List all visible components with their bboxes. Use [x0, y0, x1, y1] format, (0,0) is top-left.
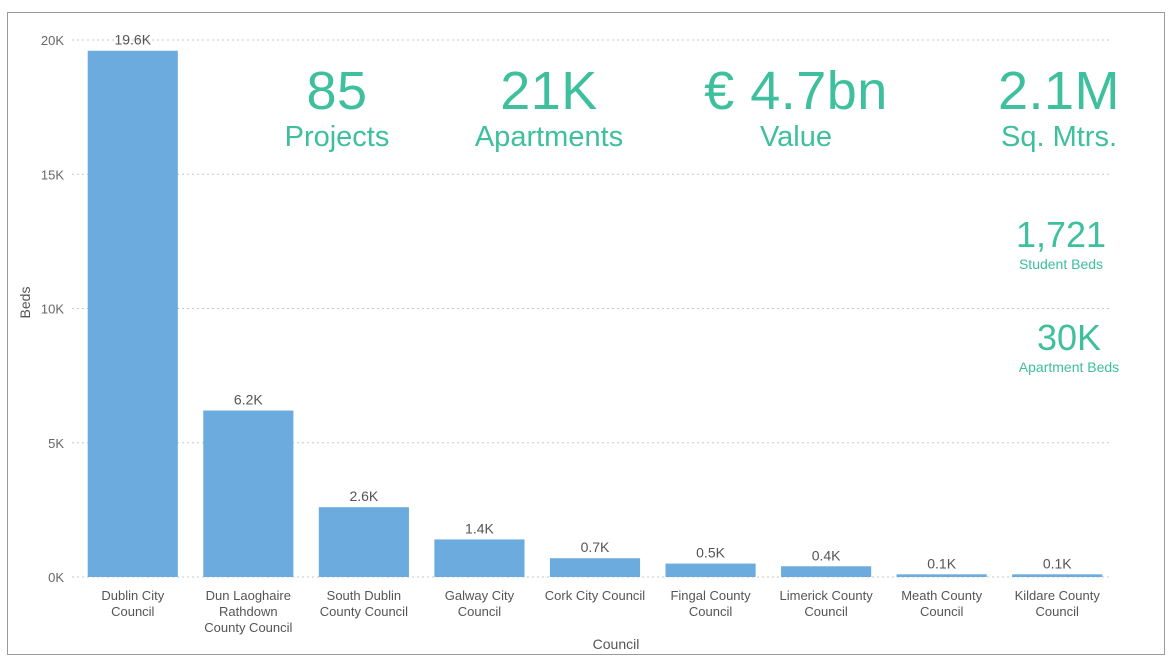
category-label: Dun Laoghaire	[206, 588, 291, 603]
y-tick-label: 10K	[41, 302, 64, 317]
y-tick-label: 20K	[41, 33, 64, 48]
category-label: Council	[458, 604, 501, 619]
category-label: County Council	[204, 620, 292, 635]
data-label: 1.4K	[465, 520, 494, 536]
bar	[203, 410, 294, 577]
kpi-small-value: 30K	[1036, 317, 1102, 358]
bar	[665, 563, 756, 577]
kpi-value: 21K	[500, 61, 598, 121]
data-label: 19.6K	[114, 32, 151, 48]
kpi-card: 2.1M Sq. Mtrs.	[939, 62, 1174, 154]
kpi-small-label: Apartment Beds	[1018, 359, 1120, 375]
category-label: Rathdown	[219, 604, 278, 619]
y-axis-title: Beds	[17, 287, 33, 319]
category-label: Fingal County	[670, 588, 751, 603]
kpi-card: € 4.7bn Value	[676, 62, 916, 154]
data-label: 6.2K	[234, 392, 263, 408]
category-label: Cork City Council	[545, 588, 646, 603]
kpi-value: 85	[306, 61, 368, 121]
kpi-small-card: 30K Apartment Beds	[989, 318, 1149, 376]
data-label: 0.4K	[812, 547, 841, 563]
category-label: Council	[1036, 604, 1079, 619]
kpi-value: € 4.7bn	[704, 61, 888, 121]
kpi-small-label: Student Beds	[1018, 256, 1104, 272]
x-axis-title: Council	[593, 636, 640, 652]
category-label: Kildare County	[1015, 588, 1101, 603]
kpi-label: Value	[759, 121, 833, 153]
bar	[896, 574, 987, 577]
y-tick-label: 0K	[48, 570, 64, 585]
category-label: Council	[804, 604, 847, 619]
bar	[781, 566, 872, 577]
category-label: Dublin City	[101, 588, 164, 603]
data-label: 0.7K	[581, 539, 610, 555]
bar	[87, 50, 178, 578]
bar	[318, 507, 409, 577]
category-label: County Council	[320, 604, 408, 619]
data-label: 2.6K	[349, 488, 378, 504]
kpi-card: 21K Apartments	[429, 62, 669, 154]
category-label: Galway City	[445, 588, 515, 603]
chart-frame	[7, 12, 1165, 655]
kpi-small-card: 1,721 Student Beds	[981, 215, 1141, 273]
kpi-card: 85 Projects	[217, 62, 457, 154]
category-label: South Dublin	[327, 588, 401, 603]
bar	[434, 539, 525, 577]
bar	[1012, 574, 1103, 577]
kpi-value: 2.1M	[997, 61, 1121, 121]
category-label: Council	[111, 604, 154, 619]
kpi-label: Apartments	[474, 121, 624, 153]
kpi-small-value: 1,721	[1015, 214, 1107, 255]
category-label: Limerick County	[780, 588, 874, 603]
category-label: Council	[920, 604, 963, 619]
kpi-label: Projects	[284, 121, 390, 153]
category-label: Meath County	[901, 588, 982, 603]
y-tick-label: 5K	[48, 436, 64, 451]
data-label: 0.5K	[696, 545, 725, 561]
data-label: 0.1K	[1043, 555, 1072, 571]
y-tick-label: 15K	[41, 167, 64, 182]
data-label: 0.1K	[927, 555, 956, 571]
kpi-label: Sq. Mtrs.	[1000, 121, 1117, 153]
bar	[549, 558, 641, 577]
category-label: Council	[689, 604, 732, 619]
